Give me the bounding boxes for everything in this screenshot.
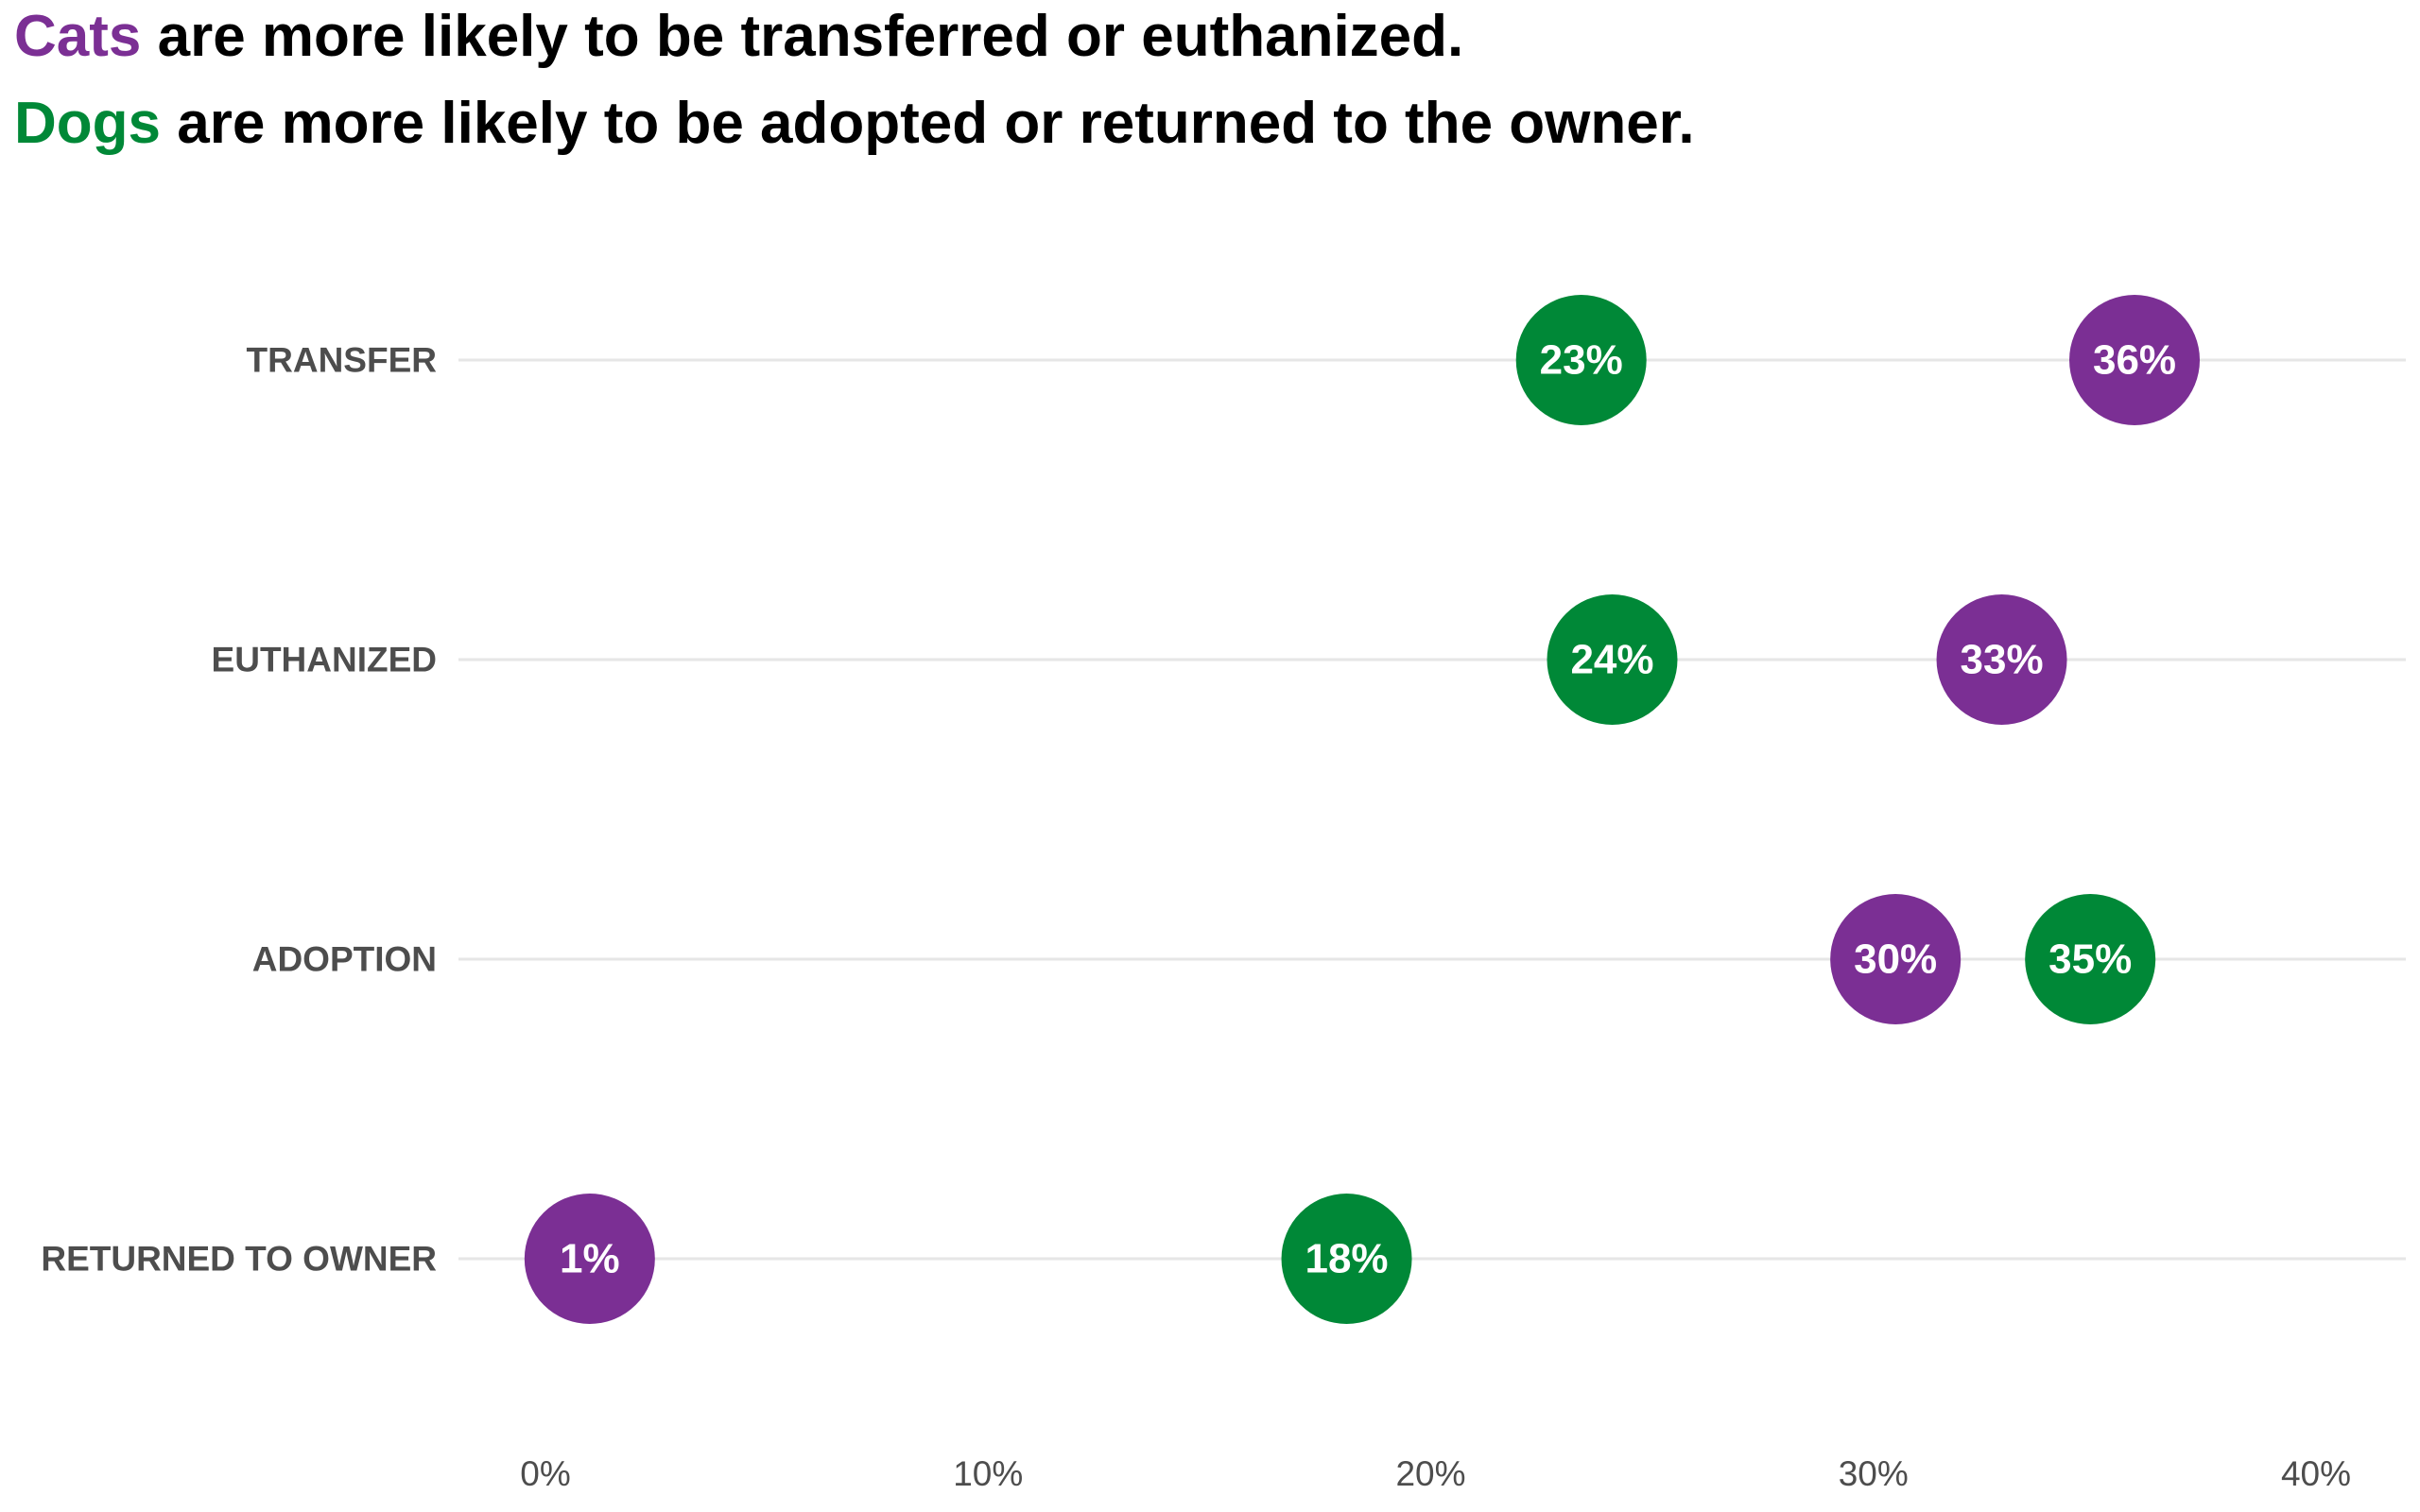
cats-point xyxy=(1936,594,2067,725)
x-tick-label: 20% xyxy=(1395,1454,1465,1493)
x-tick-label: 40% xyxy=(2281,1454,2351,1493)
chart-title-line-1: Cats are more likely to be transferred o… xyxy=(14,8,1463,66)
category-label: ADOPTION xyxy=(252,940,437,979)
x-tick-label: 30% xyxy=(1839,1454,1909,1493)
dogs-point xyxy=(2025,894,2156,1024)
gridlines xyxy=(458,358,2406,1261)
cats-point-label: 36% xyxy=(2093,337,2176,384)
dogs-point-label: 24% xyxy=(1570,637,1653,683)
dogs-point xyxy=(1515,295,1647,425)
title-highlight-dogs: Dogs xyxy=(14,91,161,156)
data-points: 36% 33% 30% 1% 23% 24% 35% 18% xyxy=(524,295,2201,1324)
x-tick-label: 0% xyxy=(520,1454,570,1493)
category-labels: TRANSFER EUTHANIZED ADOPTION RETURNED TO OW… xyxy=(41,341,437,1279)
x-axis-ticks: 0% 10% 20% 30% 40% xyxy=(520,1454,2351,1493)
title-rest-1: are more likely to be transferred or eut… xyxy=(141,4,1464,69)
dogs-point-label: 18% xyxy=(1305,1236,1388,1282)
cats-point-label: 1% xyxy=(560,1236,620,1282)
cats-point xyxy=(2069,295,2201,425)
category-label: RETURNED TO OWNER xyxy=(41,1240,437,1279)
cats-point xyxy=(1830,894,1962,1024)
chart-title-line-2: Dogs are more likely to be adopted or re… xyxy=(14,94,1695,153)
dogs-point-label: 35% xyxy=(2048,936,2132,983)
title-rest-2: are more likely to be adopted or returne… xyxy=(161,91,1695,156)
title-highlight-cats: Cats xyxy=(14,4,142,69)
category-label: EUTHANIZED xyxy=(212,641,437,679)
dogs-point xyxy=(1281,1194,1412,1324)
cats-point-label: 30% xyxy=(1854,936,1937,983)
category-label: TRANSFER xyxy=(247,341,437,380)
cats-point-label: 33% xyxy=(1961,637,2044,683)
dogs-point-label: 23% xyxy=(1540,337,1623,384)
x-tick-label: 10% xyxy=(953,1454,1023,1493)
cats-point xyxy=(524,1194,655,1324)
dogs-point xyxy=(1547,594,1678,725)
